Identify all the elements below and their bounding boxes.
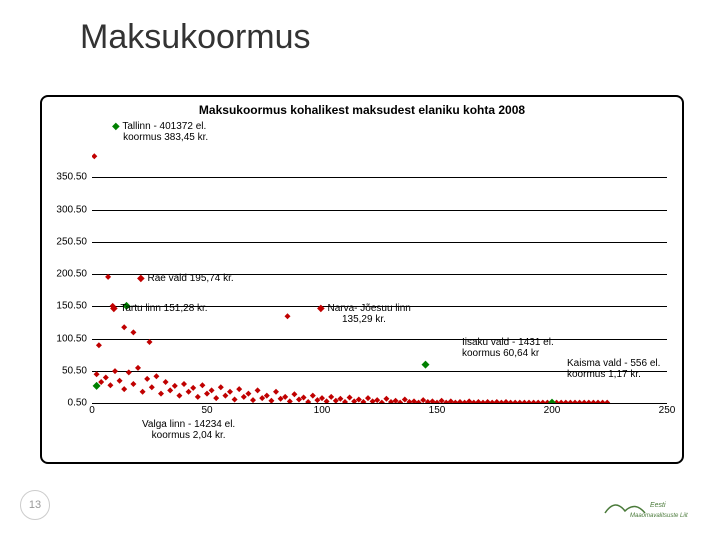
annotation-kaisma: Kaisma vald - 556 el.koormus 1,17 kr. bbox=[567, 358, 660, 380]
x-tick-label: 250 bbox=[659, 405, 676, 416]
gridline bbox=[92, 403, 667, 404]
y-tick-label: 100.50 bbox=[56, 333, 87, 344]
footer-logo: Eesti Maaomavalitsuste Liit bbox=[600, 493, 690, 525]
y-tick-label: 300.50 bbox=[56, 204, 87, 215]
slide-title: Maksukoormus bbox=[80, 18, 311, 57]
plot-area: 0.5050.50100.50150.50200.50250.50300.503… bbox=[92, 145, 667, 403]
annotation-tallinn: ◆ Tallinn - 401372 el. koormus 383,45 kr… bbox=[112, 121, 208, 143]
x-tick-label: 50 bbox=[201, 405, 212, 416]
y-tick-label: 250.50 bbox=[56, 236, 87, 247]
svg-text:Maaomavalitsuste Liit: Maaomavalitsuste Liit bbox=[630, 513, 688, 519]
annotation-narva: ◆ Narva- Jõesuu linn135,29 kr. bbox=[317, 303, 411, 325]
annotation-iisaku: Iisaku vald - 1431 el.koormus 60,64 kr bbox=[462, 337, 554, 359]
y-tick-label: 50.50 bbox=[62, 365, 87, 376]
chart-title: Maksukoormus kohalikest maksudest elanik… bbox=[42, 103, 682, 117]
page-number: 13 bbox=[20, 490, 50, 520]
annotation-rae: ◆ Rae vald 195,74 kr. bbox=[137, 273, 234, 284]
x-tick-label: 100 bbox=[314, 405, 331, 416]
y-tick-label: 350.50 bbox=[56, 172, 87, 183]
y-tick-label: 150.50 bbox=[56, 301, 87, 312]
annotation-valga: Valga linn - 14234 el.koormus 2,04 kr. bbox=[142, 419, 235, 441]
x-tick-label: 200 bbox=[544, 405, 561, 416]
y-tick-label: 200.50 bbox=[56, 269, 87, 280]
y-tick-label: 0.50 bbox=[68, 398, 87, 409]
x-tick-label: 150 bbox=[429, 405, 446, 416]
chart-frame: Maksukoormus kohalikest maksudest elanik… bbox=[40, 95, 684, 464]
annotation-tartu: ◆ Tartu linn 151,28 kr. bbox=[110, 303, 208, 314]
x-tick-label: 0 bbox=[89, 405, 95, 416]
svg-text:Eesti: Eesti bbox=[650, 502, 666, 509]
